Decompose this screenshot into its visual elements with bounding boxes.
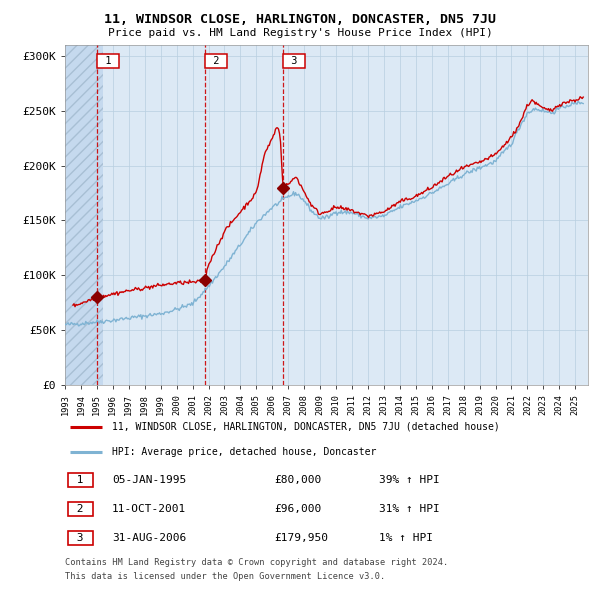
Text: 05-JAN-1995: 05-JAN-1995 (112, 475, 187, 485)
Text: 1: 1 (70, 475, 91, 485)
Text: 31% ↑ HPI: 31% ↑ HPI (379, 504, 440, 514)
Text: £96,000: £96,000 (274, 504, 322, 514)
Text: 31-AUG-2006: 31-AUG-2006 (112, 533, 187, 543)
Text: 1: 1 (99, 56, 118, 66)
Text: This data is licensed under the Open Government Licence v3.0.: This data is licensed under the Open Gov… (65, 572, 385, 581)
Text: 2: 2 (206, 56, 226, 66)
Text: 39% ↑ HPI: 39% ↑ HPI (379, 475, 440, 485)
Text: 11-OCT-2001: 11-OCT-2001 (112, 504, 187, 514)
Text: HPI: Average price, detached house, Doncaster: HPI: Average price, detached house, Donc… (112, 447, 376, 457)
Text: £80,000: £80,000 (274, 475, 322, 485)
Text: Contains HM Land Registry data © Crown copyright and database right 2024.: Contains HM Land Registry data © Crown c… (65, 558, 448, 567)
Text: Price paid vs. HM Land Registry's House Price Index (HPI): Price paid vs. HM Land Registry's House … (107, 28, 493, 38)
Bar (65, 45, 103, 385)
Text: 11, WINDSOR CLOSE, HARLINGTON, DONCASTER, DN5 7JU (detached house): 11, WINDSOR CLOSE, HARLINGTON, DONCASTER… (112, 422, 500, 432)
Text: 3: 3 (284, 56, 304, 66)
Text: £179,950: £179,950 (274, 533, 328, 543)
Text: 2: 2 (70, 504, 91, 514)
Text: 1% ↑ HPI: 1% ↑ HPI (379, 533, 433, 543)
Text: 3: 3 (70, 533, 91, 543)
Text: 11, WINDSOR CLOSE, HARLINGTON, DONCASTER, DN5 7JU: 11, WINDSOR CLOSE, HARLINGTON, DONCASTER… (104, 13, 496, 26)
